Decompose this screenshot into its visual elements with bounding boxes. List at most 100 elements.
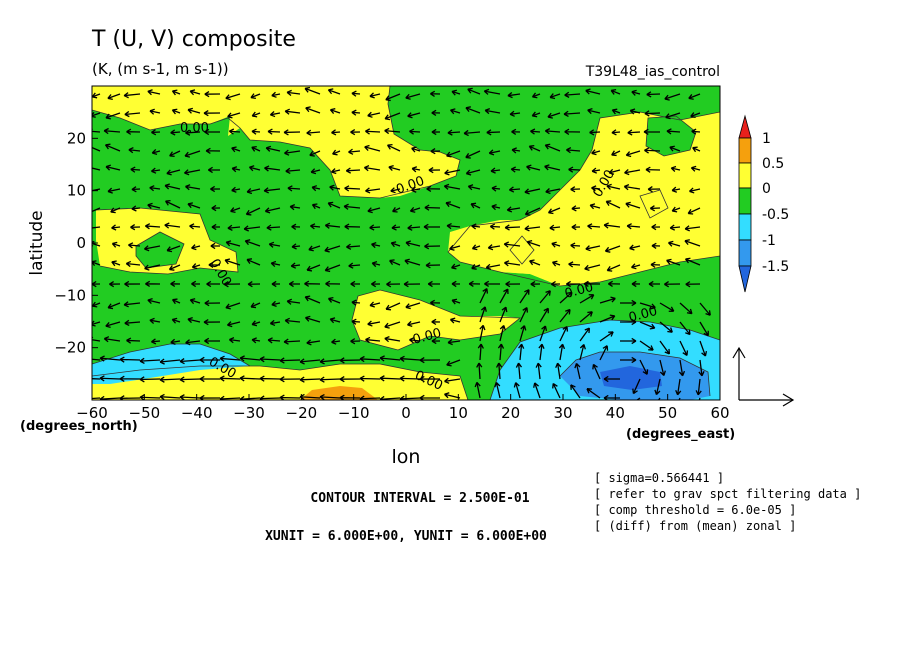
y-axis-title: latitude bbox=[27, 210, 47, 275]
wind-arrow bbox=[369, 301, 381, 308]
wind-arrow bbox=[405, 302, 421, 310]
wind-arrow bbox=[610, 89, 621, 95]
wind-arrow bbox=[287, 185, 301, 192]
wind-arrow bbox=[391, 224, 401, 231]
wind-arrow bbox=[191, 263, 201, 270]
wind-arrow bbox=[211, 223, 221, 231]
wind-arrow bbox=[584, 264, 601, 271]
wind-arrow bbox=[489, 223, 501, 230]
wind-arrow bbox=[92, 280, 101, 288]
x-tick-label: 60 bbox=[710, 404, 729, 422]
wind-arrow bbox=[690, 165, 701, 172]
wind-arrow bbox=[519, 325, 527, 342]
wind-arrow bbox=[124, 110, 141, 118]
wind-arrow bbox=[210, 242, 221, 250]
wind-arrow bbox=[199, 375, 221, 383]
wind-arrow bbox=[611, 150, 621, 157]
wind-arrow bbox=[490, 167, 501, 174]
wind-arrow bbox=[388, 165, 401, 172]
wind-arrow bbox=[611, 129, 621, 136]
wind-arrow bbox=[579, 344, 586, 361]
y-axis: −20 −10 0 10 20 bbox=[54, 129, 98, 357]
wind-arrow bbox=[187, 202, 201, 209]
wind-arrow bbox=[305, 106, 321, 114]
y-tick-label: −20 bbox=[54, 339, 86, 357]
wind-arrow bbox=[625, 150, 641, 158]
wind-arrow bbox=[591, 149, 601, 156]
wind-arrow bbox=[189, 89, 201, 96]
wind-arrow bbox=[524, 225, 541, 232]
wind-arrow bbox=[365, 336, 381, 344]
wind-arrow bbox=[319, 376, 341, 383]
wind-arrow bbox=[250, 302, 261, 309]
wind-arrow bbox=[639, 359, 649, 375]
wind-arrow bbox=[149, 108, 161, 115]
colorbar-swatch bbox=[738, 239, 752, 267]
wind-arrow bbox=[271, 91, 281, 98]
wind-arrow bbox=[227, 224, 241, 231]
wind-arrow bbox=[171, 298, 181, 305]
run-label: T39L48_ias_control bbox=[585, 64, 720, 80]
wind-arrow bbox=[231, 166, 241, 173]
wind-arrow bbox=[571, 223, 581, 231]
wind-arrow bbox=[499, 306, 508, 323]
wind-arrow bbox=[574, 362, 581, 380]
wind-arrow bbox=[471, 244, 481, 251]
wind-arrow bbox=[147, 89, 161, 96]
warm-region bbox=[448, 220, 720, 286]
wind-arrow bbox=[539, 325, 548, 342]
wind-arrow bbox=[251, 146, 261, 152]
wind-arrow bbox=[291, 223, 301, 230]
wind-arrow bbox=[283, 338, 301, 345]
wind-arrow bbox=[311, 203, 321, 210]
colorbar-swatch bbox=[738, 137, 752, 164]
wind-arrow bbox=[603, 394, 620, 400]
wind-arrow bbox=[599, 331, 614, 342]
y-tick-label: 20 bbox=[67, 129, 86, 147]
wind-arrow bbox=[309, 150, 321, 157]
wind-arrow bbox=[331, 129, 341, 136]
colorbar-label: -0.5 bbox=[762, 207, 789, 223]
meta-line: [ refer to grav spct filtering data ] bbox=[594, 487, 861, 501]
wind-arrow bbox=[519, 307, 529, 323]
wind-arrow bbox=[265, 145, 281, 152]
wind-arrow bbox=[251, 337, 261, 344]
wind-arrow bbox=[92, 397, 101, 400]
wind-arrow bbox=[107, 93, 121, 100]
wind-arrow bbox=[620, 318, 637, 326]
wind-arrow bbox=[351, 90, 361, 97]
wind-arrow bbox=[511, 128, 521, 135]
wind-arrow bbox=[365, 187, 381, 194]
wind-arrow bbox=[166, 245, 181, 253]
wind-arrow bbox=[545, 188, 561, 195]
wind-arrow bbox=[92, 207, 101, 213]
wind-arrow bbox=[423, 223, 441, 231]
colorbar-label: -1.5 bbox=[762, 259, 789, 275]
wind-arrow bbox=[165, 199, 181, 209]
wind-arrow bbox=[589, 203, 601, 210]
wind-arrow bbox=[104, 143, 121, 152]
wind-arrow bbox=[531, 111, 541, 118]
x-tick-label: −10 bbox=[338, 404, 370, 422]
wind-arrow bbox=[331, 338, 341, 345]
wind-arrow bbox=[465, 169, 481, 176]
wind-arrow bbox=[528, 145, 541, 152]
wind-arrow bbox=[311, 185, 321, 192]
wind-arrow bbox=[409, 128, 421, 135]
wind-arrow bbox=[499, 288, 509, 304]
wind-arrow bbox=[92, 144, 101, 152]
wind-arrow bbox=[332, 149, 341, 156]
contour-field: 0.00 0.00 0.00 0.00 0.00 0.00 0.00 0.00 … bbox=[92, 86, 720, 400]
wind-arrow bbox=[649, 205, 661, 212]
wind-arrow bbox=[570, 384, 581, 399]
wind-arrow bbox=[187, 107, 201, 114]
wind-arrow bbox=[99, 355, 121, 362]
wind-arrow bbox=[566, 280, 581, 288]
wind-arrow bbox=[285, 167, 301, 175]
wind-arrow bbox=[92, 226, 101, 229]
wind-arrow bbox=[504, 260, 521, 267]
wind-arrow bbox=[123, 92, 141, 99]
wind-arrow bbox=[151, 129, 161, 136]
wind-arrow bbox=[494, 381, 501, 399]
wind-arrow bbox=[524, 188, 541, 195]
